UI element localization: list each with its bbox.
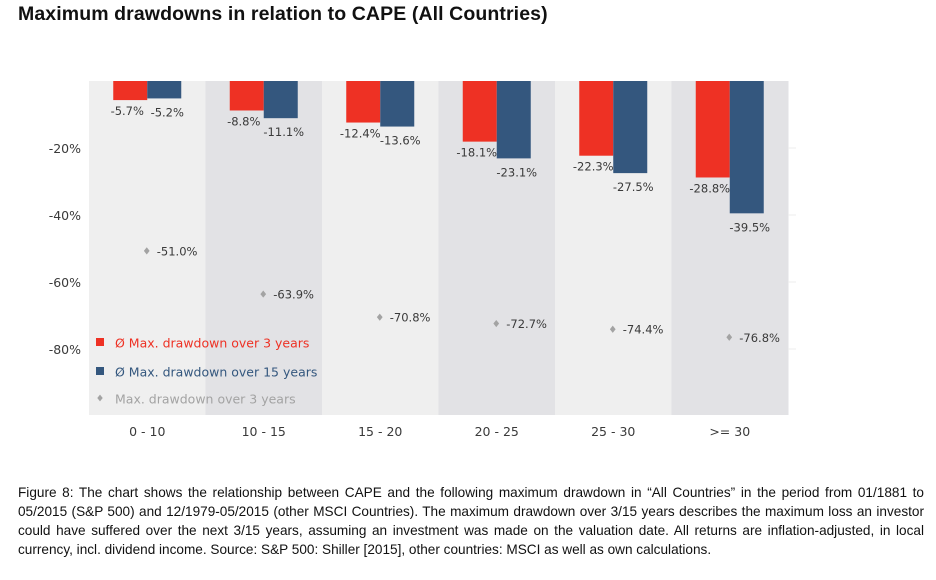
chart: -20% -40% -60% -80% -5.7% -5.2% -8.8%-11.1% -1… (49, 81, 796, 439)
legend-diamond-icon (97, 394, 103, 402)
data-label-3y-max: -72.7% (506, 317, 547, 331)
category-band (89, 81, 206, 415)
data-label-3y-max: -63.9% (273, 288, 314, 302)
legend-label: Ø Max. drawdown over 15 years (115, 365, 317, 380)
x-tick-label: 20 - 25 (475, 424, 519, 439)
scatter-points: -51.0% -63.9% -70.8% -72.7% -74.4% -76.8% (143, 244, 780, 345)
data-label-3y-avg: -18.1% (456, 146, 497, 160)
data-label-3y-avg: -28.8% (689, 181, 730, 195)
bar-3y-avg (579, 81, 614, 156)
scatter-point-3y-max (376, 313, 383, 321)
data-label-3y-max: -74.4% (623, 323, 664, 337)
bar-15y-avg (496, 81, 531, 159)
bar-15y-avg (147, 81, 182, 99)
data-label-15y-avg: -39.5% (729, 220, 770, 234)
bar-3y-avg (113, 81, 148, 101)
scatter-point-3y-max (143, 247, 150, 255)
chart-title: Maximum drawdowns in relation to CAPE (A… (18, 3, 548, 25)
data-label-15y-avg: -23.1% (496, 165, 537, 179)
bar-15y-avg (263, 81, 298, 119)
x-tick-label: 15 - 20 (358, 424, 402, 439)
scatter-point-3y-max (493, 319, 500, 328)
data-label-3y-avg: -8.8% (227, 114, 260, 128)
y-axis: -20% -40% -60% -80% (49, 141, 796, 357)
data-label-15y-avg: -13.6% (380, 134, 421, 148)
bar-3y-avg (346, 81, 381, 123)
x-tick-label: 25 - 30 (591, 424, 635, 439)
y-tick-label: -60% (49, 275, 81, 290)
data-label-15y-avg: -27.5% (613, 180, 654, 194)
bar-3y-avg (229, 81, 264, 111)
data-label-3y-max: -51.0% (157, 244, 198, 258)
y-tick-label: -20% (49, 141, 81, 156)
data-label-3y-avg: -5.7% (111, 104, 144, 118)
scatter-point-3y-max (726, 333, 733, 341)
data-label-3y-max: -76.8% (739, 331, 780, 345)
y-tick-label: -80% (49, 342, 81, 357)
legend-swatch (96, 367, 104, 375)
data-label-3y-avg: -12.4% (340, 127, 381, 141)
figure-caption: Figure 8: The chart shows the relationsh… (18, 485, 924, 557)
legend-swatch (96, 338, 104, 346)
legend-label: Max. drawdown over 3 years (115, 392, 296, 407)
data-label-15y-avg: -5.2% (151, 105, 184, 119)
bar-15y-avg (380, 81, 415, 127)
x-axis: 0 - 10 10 - 15 15 - 20 20 - 25 25 - 30 >= 30 (129, 424, 750, 439)
category-bands (89, 81, 789, 415)
legend-label: Ø Max. drawdown over 3 years (115, 336, 309, 351)
category-band (322, 81, 439, 415)
scatter-point-3y-max (260, 290, 267, 298)
data-label-3y-avg: -22.3% (573, 160, 614, 174)
legend: Ø Max. drawdown over 3 years Ø Max. drawd… (96, 336, 317, 407)
bar-3y-avg (462, 81, 497, 142)
category-band (205, 81, 323, 415)
bar-15y-avg (613, 81, 648, 174)
data-label-3y-max: -70.8% (390, 311, 431, 325)
x-tick-label: 0 - 10 (129, 424, 165, 439)
x-tick-label: >= 30 (709, 424, 750, 439)
bar-labels: -5.7% -5.2% -8.8%-11.1% -12.4%-13.6% -18.1% -… (111, 104, 771, 234)
x-tick-label: 10 - 15 (242, 424, 286, 439)
bar-15y-avg (729, 81, 764, 214)
bar-3y-avg (695, 81, 730, 178)
scatter-point-3y-max (609, 325, 616, 333)
data-label-15y-avg: -11.1% (263, 125, 304, 139)
bars (113, 81, 764, 214)
y-tick-label: -40% (49, 208, 81, 223)
